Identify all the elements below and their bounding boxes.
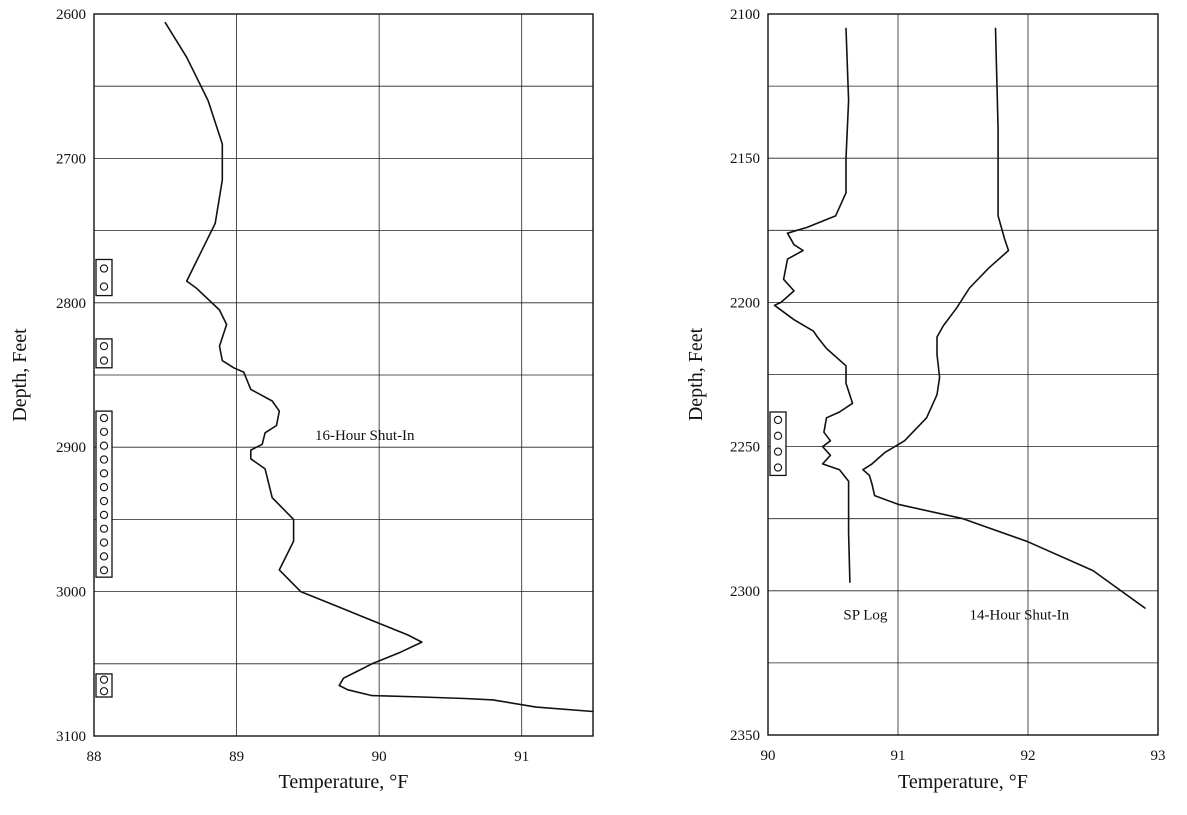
- left-perforation-hole: [99, 687, 109, 696]
- right-14-hour-shut-in-curve: [862, 27, 1146, 609]
- left-perforation-hole: [99, 282, 109, 291]
- right-x-tick-label: 91: [891, 748, 906, 764]
- left-y-tick-label: 2700: [56, 151, 86, 167]
- right-perforation-hole: [773, 463, 783, 472]
- right-x-tick-label: 92: [1021, 748, 1036, 764]
- right-y-tick-label: 2350: [730, 728, 760, 744]
- left-perforation-hole: [99, 341, 109, 351]
- right-perforation-hole: [773, 447, 783, 456]
- left-annotation-16-hour-shut-in: 16-Hour Shut-In: [315, 428, 415, 444]
- right-annotation-14-hour-shut-in: 14-Hour Shut-In: [970, 608, 1070, 624]
- right-perforation-hole: [773, 431, 783, 440]
- left-perforation-hole: [99, 496, 109, 506]
- left-y-tick-label: 2900: [56, 440, 86, 456]
- right-y-tick-label: 2250: [730, 440, 760, 456]
- left-perforation-hole: [99, 356, 109, 365]
- left-plot-frame: [93, 13, 594, 737]
- left-perforation-hole: [99, 524, 109, 533]
- left-16-hour-shut-in-curve: [164, 21, 594, 713]
- right-perforation-marker: [769, 411, 787, 477]
- left-perforation-hole: [99, 675, 109, 684]
- left-perforation-hole: [99, 483, 109, 492]
- left-perforation-marker: [95, 410, 113, 578]
- left-y-tick-label: 2600: [56, 7, 86, 23]
- right-y-tick-label: 2150: [730, 151, 760, 167]
- right-x-axis-label: Temperature, °F: [898, 771, 1028, 793]
- right-y-tick-label: 2200: [730, 295, 760, 311]
- left-x-tick-label: 88: [87, 749, 102, 765]
- left-y-tick-label: 2800: [56, 296, 86, 312]
- left-perforation-hole: [99, 455, 109, 464]
- right-sp-log-curve: [773, 27, 854, 583]
- left-perforation-hole: [99, 566, 109, 575]
- left-perforation-hole: [99, 552, 109, 561]
- left-x-tick-label: 89: [229, 749, 244, 765]
- left-perforation-hole: [99, 538, 109, 547]
- left-perforation-hole: [99, 427, 109, 437]
- right-x-tick-label: 93: [1151, 748, 1166, 764]
- left-perforation-hole: [99, 510, 109, 520]
- left-y-tick-label: 3000: [56, 585, 86, 601]
- left-perforation-hole: [99, 469, 109, 478]
- left-x-axis-label: Temperature, °F: [279, 771, 409, 793]
- left-perforation-hole: [99, 264, 109, 273]
- right-y-tick-label: 2300: [730, 584, 760, 600]
- right-perforation-hole: [773, 415, 783, 425]
- right-y-tick-label: 2100: [730, 7, 760, 23]
- left-y-axis-label: Depth, Feet: [9, 328, 31, 422]
- left-x-tick-label: 90: [372, 749, 387, 765]
- right-x-tick-label: 90: [761, 748, 776, 764]
- right-y-axis-label: Depth, Feet: [685, 327, 707, 421]
- right-plot-frame: [767, 13, 1159, 736]
- left-perforation-hole: [99, 441, 109, 450]
- left-x-tick-label: 91: [514, 749, 529, 765]
- left-y-tick-label: 3100: [56, 729, 86, 745]
- right-annotation-sp-log: SP Log: [843, 608, 888, 624]
- left-perforation-hole: [99, 413, 109, 423]
